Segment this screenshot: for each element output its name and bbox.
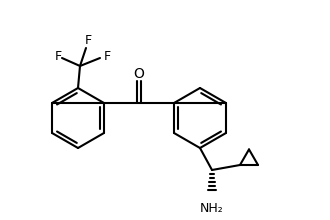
- Text: F: F: [103, 50, 111, 62]
- Text: NH₂: NH₂: [200, 202, 224, 215]
- Text: F: F: [54, 50, 62, 62]
- Text: F: F: [84, 33, 91, 46]
- Text: O: O: [134, 67, 145, 81]
